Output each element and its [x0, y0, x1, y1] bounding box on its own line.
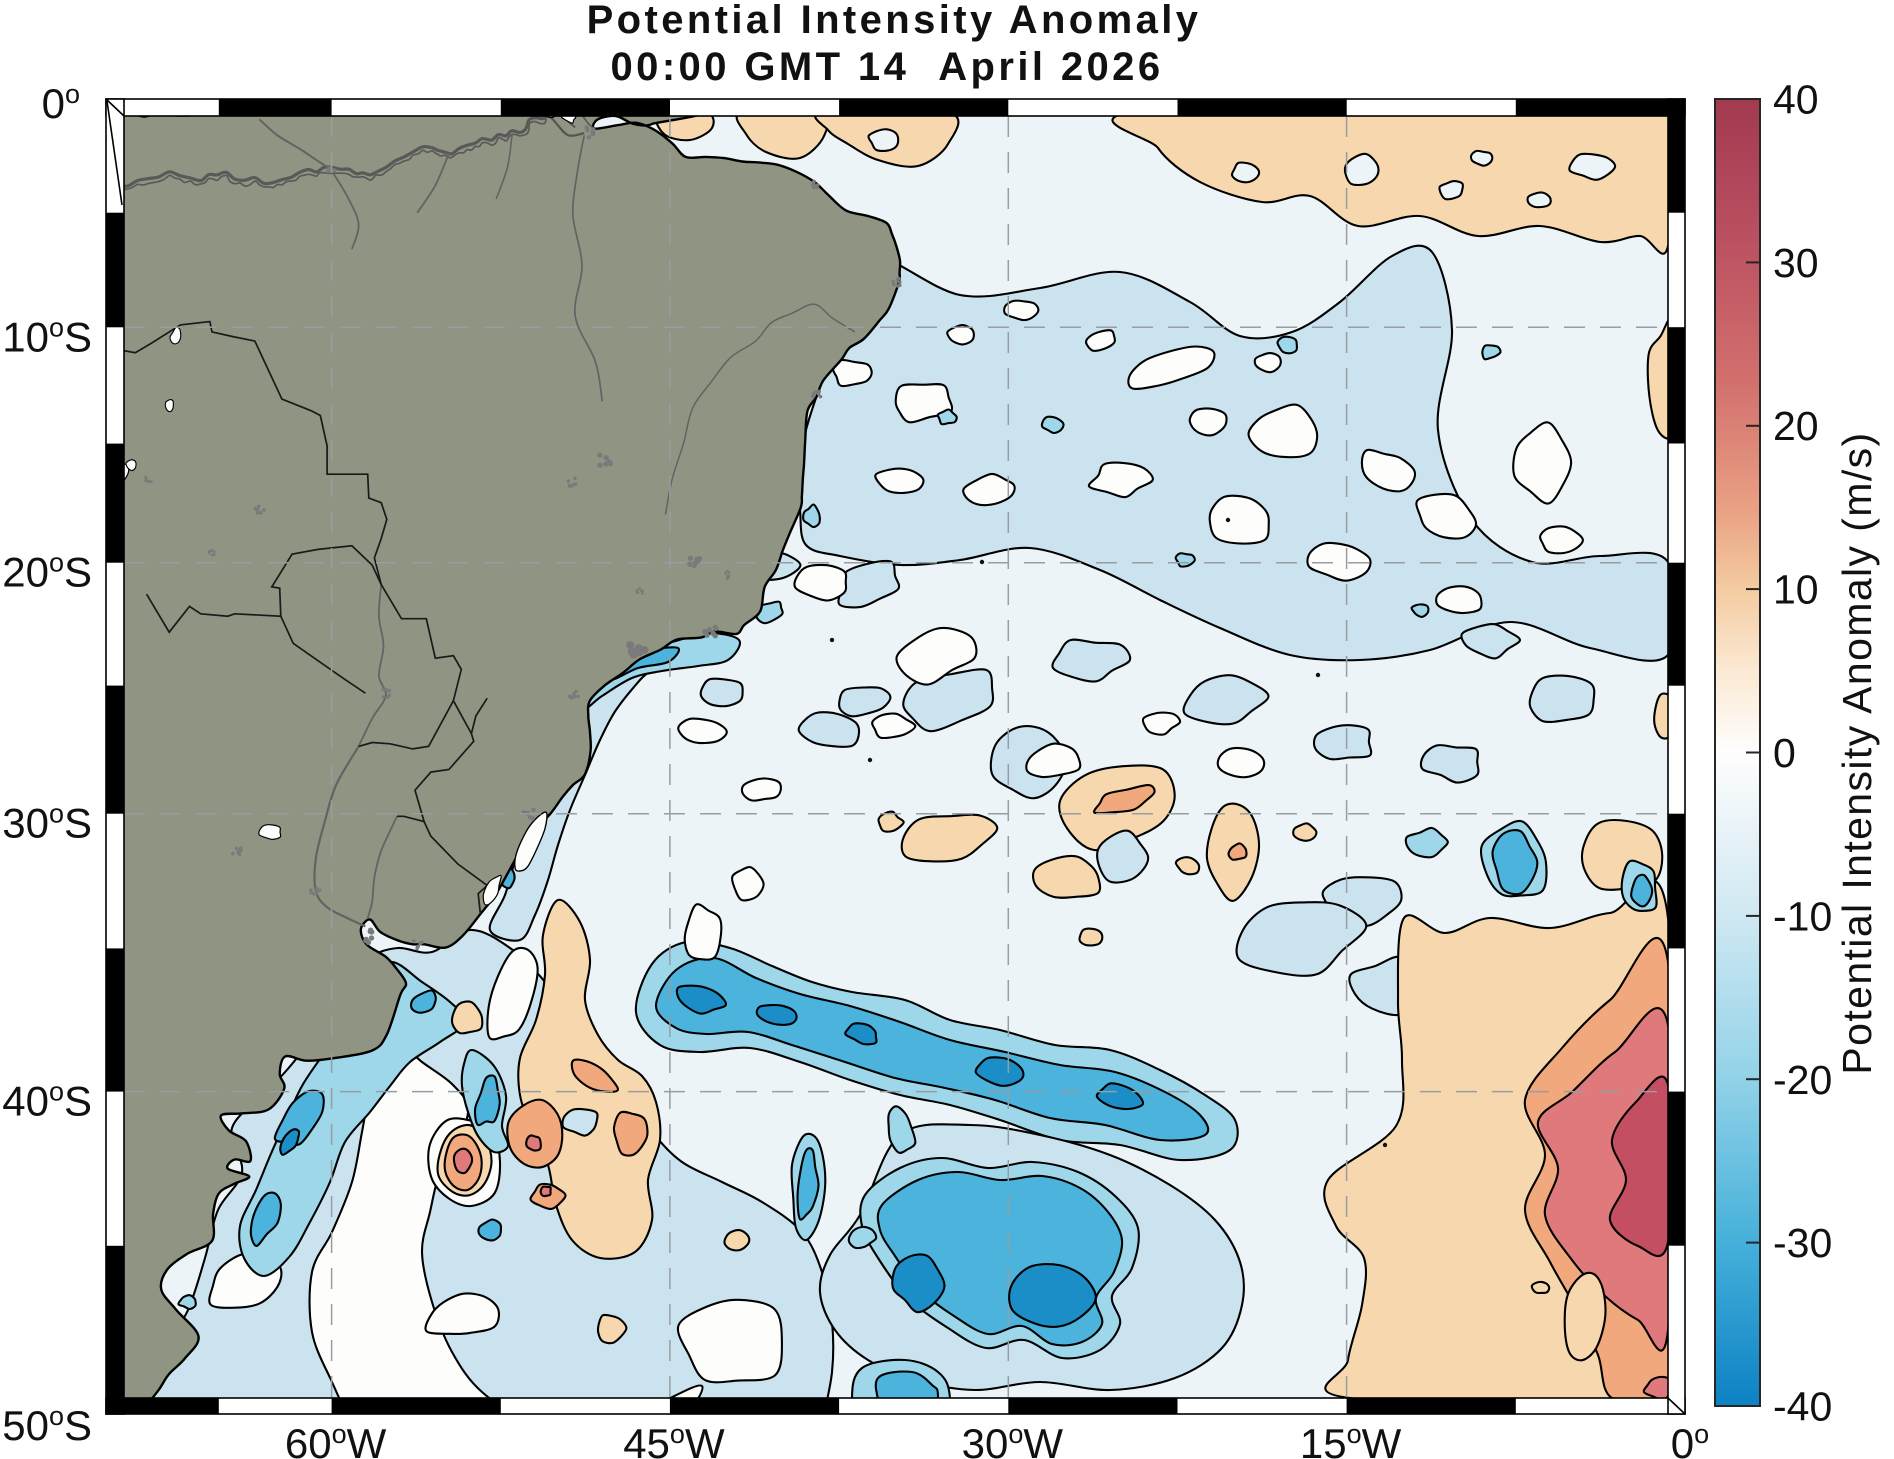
svg-text:15oW: 15oW — [1300, 1419, 1402, 1459]
svg-text:-30: -30 — [1773, 1220, 1832, 1266]
svg-text:10: 10 — [1773, 567, 1819, 613]
svg-text:0o: 0o — [1671, 1419, 1709, 1459]
svg-text:-40: -40 — [1773, 1384, 1832, 1430]
svg-text:-10: -10 — [1773, 893, 1832, 939]
svg-text:30oS: 30oS — [2, 798, 92, 846]
svg-text:20oS: 20oS — [2, 547, 92, 595]
svg-text:50oS: 50oS — [2, 1401, 92, 1449]
svg-text:10oS: 10oS — [2, 313, 92, 361]
svg-text:30oW: 30oW — [962, 1419, 1064, 1459]
svg-text:45oW: 45oW — [623, 1419, 725, 1459]
svg-text:30: 30 — [1773, 240, 1819, 286]
svg-text:0: 0 — [1773, 730, 1796, 776]
svg-text:40: 40 — [1773, 77, 1819, 123]
svg-text:Potential Intensity Anomaly (m: Potential Intensity Anomaly (m/s) — [1834, 431, 1880, 1074]
svg-text:00:00 GMT 14 April 2026: 00:00 GMT 14 April 2026 — [611, 45, 1164, 89]
svg-text:0o: 0o — [42, 79, 80, 127]
svg-text:-20: -20 — [1773, 1057, 1832, 1103]
svg-text:60oW: 60oW — [285, 1419, 387, 1459]
svg-text:Potential Intensity Anomaly: Potential Intensity Anomaly — [587, 0, 1202, 42]
svg-text:20: 20 — [1773, 403, 1819, 449]
svg-text:40oS: 40oS — [2, 1076, 92, 1124]
